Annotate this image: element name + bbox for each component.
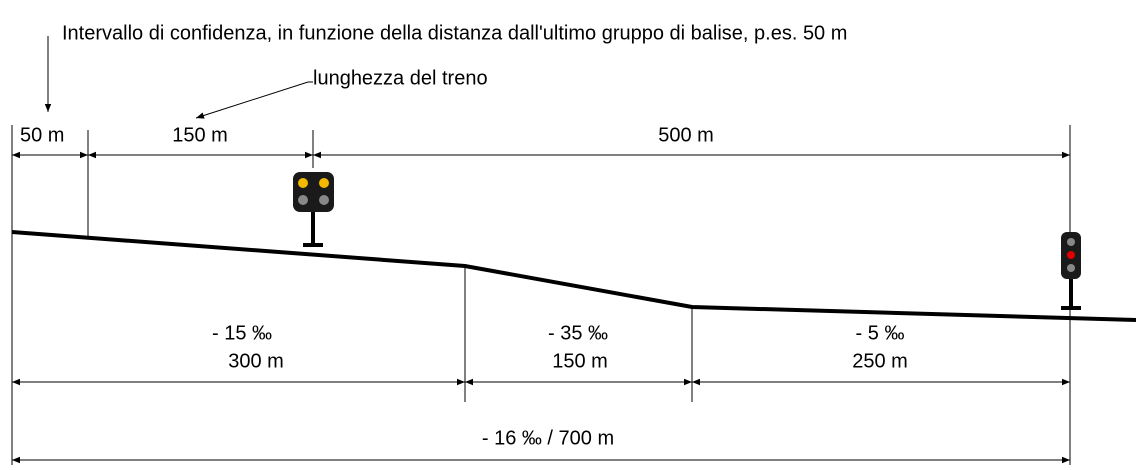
gradient-label: - 15 ‰ xyxy=(212,322,272,344)
dimension-label: 500 m xyxy=(658,124,714,146)
length-label: 300 m xyxy=(228,350,284,372)
track xyxy=(11,230,1136,322)
dimension-label: 150 m xyxy=(172,124,228,146)
arrow xyxy=(195,81,313,119)
confidence-note: Intervallo di confidenza, in funzione de… xyxy=(62,22,847,44)
gradient-label: - 5 ‰ xyxy=(856,322,905,344)
length-label: 250 m xyxy=(852,350,908,372)
total-label: - 16 ‰ / 700 m xyxy=(482,427,614,449)
train-length-note: lunghezza del treno xyxy=(313,67,488,89)
length-label: 150 m xyxy=(552,350,608,372)
signal xyxy=(1061,232,1081,310)
gradient-label: - 35 ‰ xyxy=(548,322,608,344)
signal xyxy=(293,172,334,247)
dimension-label: 50 m xyxy=(20,124,64,146)
